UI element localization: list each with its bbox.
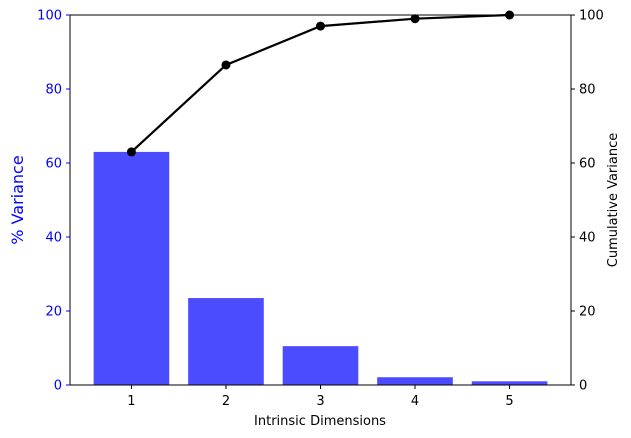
bar xyxy=(93,151,170,385)
left-y-tick-label: 80 xyxy=(45,83,62,98)
bar-series xyxy=(93,151,548,385)
right-y-tick-label: 0 xyxy=(579,379,587,394)
left-y-tick-label: 100 xyxy=(37,9,62,24)
x-tick-label: 5 xyxy=(505,394,513,409)
bar xyxy=(377,377,453,385)
left-y-tick-label: 20 xyxy=(45,305,62,320)
cumulative-point xyxy=(316,21,325,31)
x-axis-label: Intrinsic Dimensions xyxy=(254,414,386,429)
cumulative-points xyxy=(126,10,515,157)
left-y-tick-label: 0 xyxy=(54,379,62,394)
cumulative-point xyxy=(410,14,420,24)
left-y-tick-label: 60 xyxy=(45,157,62,172)
bar xyxy=(188,298,264,385)
bar xyxy=(471,381,548,385)
right-y-tick-label: 60 xyxy=(579,157,596,172)
right-y-tick-label: 80 xyxy=(579,83,596,98)
x-tick-label: 1 xyxy=(127,394,135,409)
right-y-tick-label: 40 xyxy=(579,231,596,246)
cumulative-point xyxy=(126,147,136,157)
left-y-tick-label: 40 xyxy=(45,231,62,246)
cumulative-line-series xyxy=(130,13,510,153)
x-axis-ticks: 1 2 3 4 5 xyxy=(127,385,514,409)
cumulative-line xyxy=(130,13,510,153)
right-y-tick-label: 20 xyxy=(579,305,596,320)
left-y-axis-ticks: 0 20 40 60 80 100 xyxy=(37,9,70,394)
x-tick-label: 2 xyxy=(222,394,230,409)
bar xyxy=(282,346,359,385)
cumulative-point xyxy=(221,60,231,70)
x-tick-label: 4 xyxy=(411,394,419,409)
right-y-axis-label: Cumulative Variance xyxy=(606,133,621,268)
right-y-tick-label: 100 xyxy=(579,9,604,24)
x-tick-label: 3 xyxy=(316,394,324,409)
right-y-axis-ticks: 0 20 40 60 80 100 xyxy=(571,9,604,394)
left-y-axis-label: % Variance xyxy=(8,155,27,244)
